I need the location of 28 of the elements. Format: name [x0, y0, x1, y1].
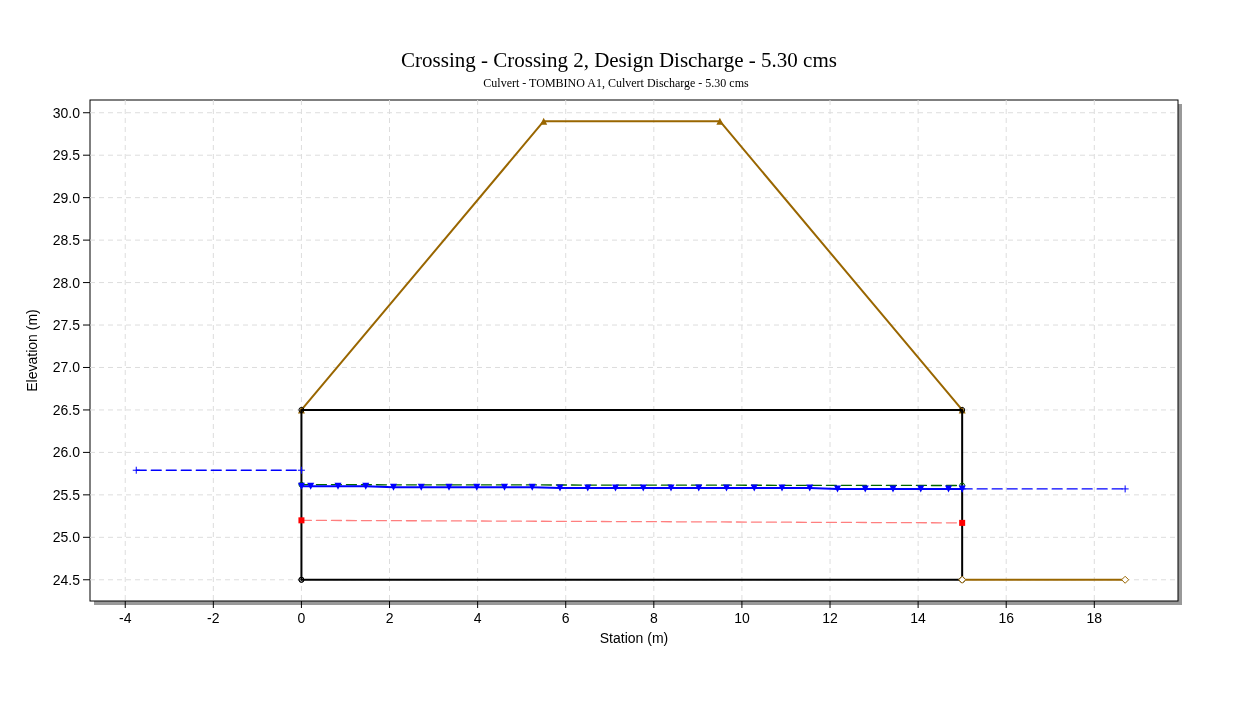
y-tick-label: 24.5: [52, 571, 81, 588]
x-tick-label: 16: [998, 610, 1015, 626]
y-tick-label: 26.0: [52, 444, 81, 461]
x-tick-label: 14: [910, 610, 927, 626]
y-tick-label: 27.5: [52, 317, 81, 334]
x-tick-label: 4: [473, 610, 482, 626]
y-axis-title: Elevation (m): [24, 309, 40, 392]
x-tick-label: 8: [649, 610, 658, 626]
x-tick-label: 6: [561, 610, 570, 626]
y-tick-label: 28.0: [52, 274, 81, 291]
y-tick-label: 29.5: [52, 147, 81, 164]
x-axis-title: Station (m): [599, 630, 669, 646]
y-tick-label: 25.0: [52, 529, 81, 546]
y-tick-label: 29.0: [52, 189, 81, 206]
chart-title: Crossing - Crossing 2, Design Discharge - 5.30 cms: [401, 48, 837, 72]
y-tick-label: 27.0: [52, 359, 81, 376]
x-tick-label: 0: [297, 610, 306, 626]
x-tick-label: -2: [207, 610, 220, 626]
y-tick-label: 26.5: [52, 401, 81, 418]
y-tick-label: 28.5: [52, 232, 81, 249]
x-tick-label: 18: [1086, 610, 1103, 626]
chart-subtitle: Culvert - TOMBINO A1, Culvert Discharge - 5.30 cms: [483, 76, 749, 90]
x-tick-label: 2: [385, 610, 394, 626]
y-tick-label: 25.5: [52, 486, 81, 503]
y-tick-label: 30.0: [52, 104, 81, 121]
x-tick-label: 10: [734, 610, 750, 626]
x-tick-label: -4: [119, 610, 132, 626]
x-tick-label: 12: [822, 610, 839, 626]
